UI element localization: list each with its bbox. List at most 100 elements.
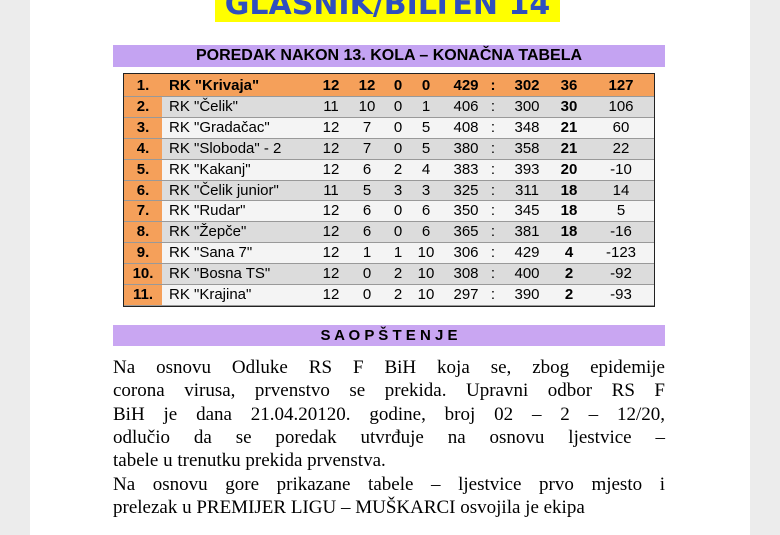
table-cell: 10 <box>417 265 435 283</box>
table-cell: 2 <box>564 286 574 304</box>
table-cell: 8. <box>124 222 162 243</box>
table-row: 8. RK "Žepče" 12 6 0 6 365:381 18 -16 <box>124 222 654 244</box>
notice-title: S A O P Š T E N J E <box>113 325 665 346</box>
table-cell: 12 <box>322 223 340 241</box>
table-cell: : <box>490 202 496 220</box>
table-cell: 60 <box>612 118 630 136</box>
table-cell: -123 <box>605 244 637 262</box>
table-cell: 12 <box>322 77 340 94</box>
table-cell: 0 <box>362 265 372 283</box>
table-cell: : <box>490 77 496 94</box>
table-row: 7. RK "Rudar" 12 6 0 6 350:345 18 5 <box>124 201 654 223</box>
table-cell: 6 <box>362 160 372 178</box>
table-row: 6. RK "Čelik junior" 11 5 3 3 325: 311 18 14 <box>124 180 654 202</box>
table-cell: 302 <box>514 77 540 94</box>
table-cell: -16 <box>610 223 632 241</box>
table-cell: 5 <box>362 181 372 199</box>
table-cell: 10 <box>358 98 376 115</box>
table-cell: -93 <box>610 286 632 304</box>
table-row: 10. RK "Bosna TS" 12 0 2 10 308:400 2 -92 <box>124 264 654 286</box>
table-cell: 390 <box>514 286 540 304</box>
table-cell: 12 <box>358 77 376 94</box>
table-cell: : <box>490 286 496 304</box>
table-cell: 406 <box>453 98 479 115</box>
title: GLASNIK/BILTEN 14 <box>215 0 560 22</box>
table-cell: 9. <box>124 243 162 264</box>
table-cell: 306 <box>453 244 479 262</box>
table-cell: RK "Žepče" <box>169 223 247 241</box>
table-cell: 6 <box>421 223 431 241</box>
table-cell: 12 <box>322 139 340 157</box>
table-cell: 6 <box>421 202 431 220</box>
table-cell: 2. <box>124 97 162 117</box>
table-cell: 12 <box>322 286 340 304</box>
table-cell: 1. <box>124 74 162 96</box>
table-cell: RK "Krivaja" <box>169 77 260 94</box>
table-cell: : <box>490 265 496 283</box>
text-line: BiH je dana 21.04.20120. godine, broj 02… <box>113 403 665 425</box>
table-cell: 12 <box>322 160 340 178</box>
table-cell: 350 <box>453 202 479 220</box>
table-cell: 308 <box>453 265 479 283</box>
table-cell: 12 <box>322 265 340 283</box>
table-cell: 18 <box>560 223 578 241</box>
table-cell: 7 <box>362 139 372 157</box>
table-row: 11. RK "Krajina" 12 0 2 10 297:390 2 -93 <box>124 285 654 306</box>
table-cell: 106 <box>608 98 634 115</box>
table-cell: 11 <box>323 98 339 115</box>
table-cell: : <box>490 244 496 262</box>
table-cell: 3. <box>124 117 162 138</box>
table-cell: RK "Sloboda" - 2 <box>169 139 282 157</box>
table-cell: RK "Čelik" <box>169 98 238 115</box>
table-cell: 22 <box>612 139 630 157</box>
table-cell: 11 <box>323 181 339 199</box>
table-cell: : <box>490 223 496 241</box>
table-cell: 127 <box>608 77 634 94</box>
table-cell: 1 <box>421 98 431 115</box>
table-cell: : <box>490 181 496 199</box>
table-cell: 5 <box>421 139 431 157</box>
table-cell: 3 <box>421 181 431 199</box>
table-row: 3. RK "Gradačac" 12 7 0 5 408:348 21 60 <box>124 117 654 139</box>
table-row: 1. RK "Krivaja" 12 12 0 0 429: 302 36 127 <box>124 74 654 97</box>
table-cell: 4 <box>421 160 431 178</box>
table-cell: 348 <box>514 118 540 136</box>
table-cell: 381 <box>514 223 540 241</box>
table-cell: 383 <box>453 160 479 178</box>
table-cell: 0 <box>393 202 403 220</box>
table-cell: 358 <box>514 139 540 157</box>
text-line: Na osnovu gore prikazane tabele – ljestv… <box>113 473 665 495</box>
text-line: corona virusa, prvenstvo se prekida. Upr… <box>113 380 665 402</box>
table-cell: 0 <box>393 118 403 136</box>
table-cell: 0 <box>393 139 403 157</box>
table-cell: 1 <box>362 244 372 262</box>
table-cell: : <box>490 139 496 157</box>
table-cell: 18 <box>560 181 578 199</box>
table-cell: 1 <box>393 244 403 262</box>
table-cell: 5 <box>616 202 626 220</box>
table-cell: RK "Rudar" <box>169 202 246 220</box>
table-cell: 12 <box>322 244 340 262</box>
table-cell: 6 <box>362 202 372 220</box>
table-cell: 393 <box>514 160 540 178</box>
table-cell: 12 <box>322 202 340 220</box>
table-cell: 10 <box>417 244 435 262</box>
table-cell: RK "Bosna TS" <box>169 265 271 283</box>
table-cell: RK "Krajina" <box>169 286 252 304</box>
table-cell: 30 <box>560 98 578 115</box>
table-cell: 2 <box>393 160 403 178</box>
table-cell: 429 <box>514 244 540 262</box>
table-cell: 300 <box>514 98 540 115</box>
table-cell: 3 <box>393 181 403 199</box>
table-cell: 4 <box>564 244 574 262</box>
table-title: POREDAK NAKON 13. KOLA – KONAČNA TABELA <box>113 45 665 67</box>
table-cell: RK "Sana 7" <box>169 244 253 262</box>
table-cell: 365 <box>453 223 479 241</box>
table-cell: 7 <box>362 118 372 136</box>
table-cell: 14 <box>612 181 630 199</box>
table-cell: 400 <box>514 265 540 283</box>
table-cell: : <box>490 118 496 136</box>
table-row: 2. RK "Čelik" 11 10 0 1 406: 300 30 106 <box>124 97 654 118</box>
table-cell: 0 <box>393 77 403 94</box>
standings-table: 1. RK "Krivaja" 12 12 0 0 429:302 36 127 2. RK "Če… <box>123 73 655 307</box>
